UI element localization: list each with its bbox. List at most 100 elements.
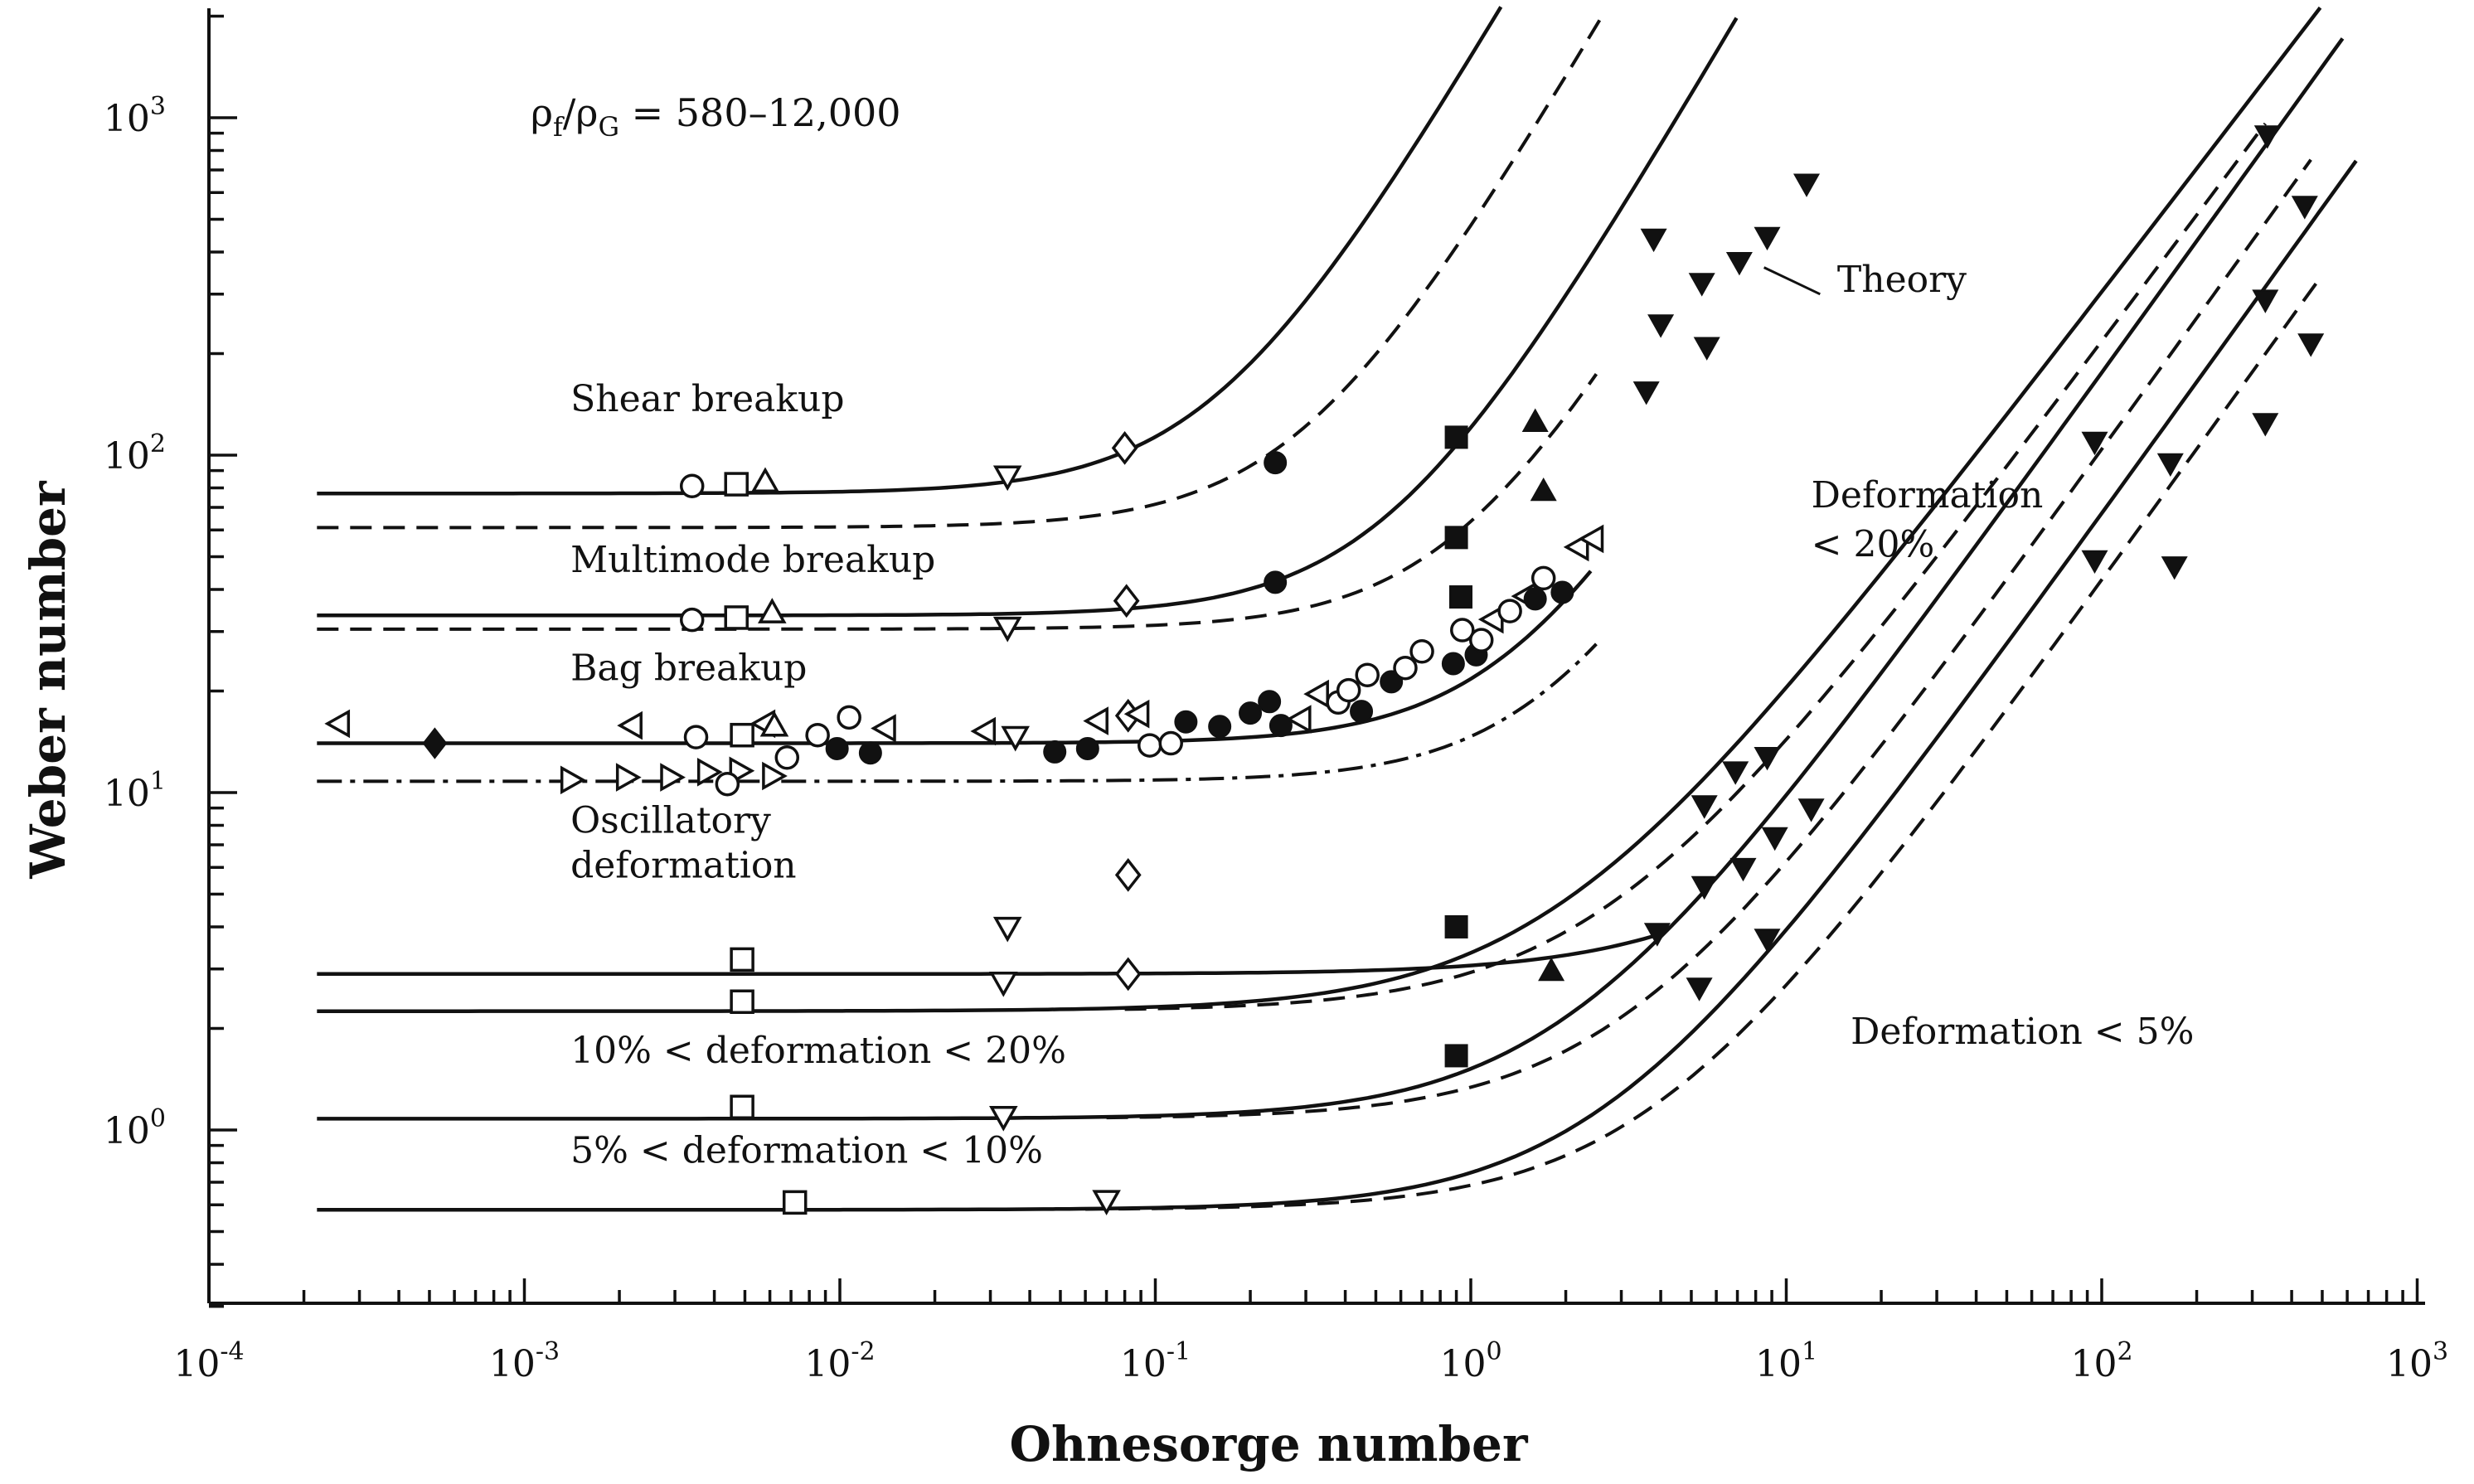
marker-circle-open: [1530, 565, 1556, 591]
marker-triangle-down-filled: [2291, 196, 2318, 220]
y-tick-label: 100: [104, 1104, 166, 1152]
marker-triangle-down-filled: [2252, 413, 2279, 437]
x-tick-label-exponent: 3: [2433, 1337, 2448, 1366]
marker-triangle-down-filled: [1754, 929, 1781, 953]
marker-triangle-down-filled: [1693, 337, 1720, 361]
marker-triangle-up-filled: [1538, 957, 1565, 982]
marker-triangle-down-filled: [1688, 273, 1715, 297]
marker-triangle-down-filled: [2081, 431, 2108, 456]
axes-group: [207, 8, 2425, 1305]
marker-triangle-right-open: [660, 763, 686, 792]
marker-triangle-down-filled: [1632, 381, 1660, 405]
density-ratio-rho-f: ρ: [531, 90, 553, 135]
density-ratio-sub-f: f: [553, 111, 565, 143]
marker-triangle-down-open: [992, 465, 1022, 492]
marker-triangle-down-filled: [1640, 228, 1667, 253]
y-axis-title: Weber number: [20, 480, 76, 880]
marker-triangle-down-filled: [2161, 556, 2188, 580]
marker-circle-filled: [1269, 714, 1293, 738]
y-tick-label: 101: [104, 767, 166, 815]
x-tick-label: 10-1: [1120, 1337, 1191, 1385]
markers-group: [324, 125, 2325, 1215]
marker-triangle-left-open: [324, 709, 351, 739]
region-label-def20b: < 20%: [1812, 524, 1935, 566]
marker-diamond-open: [1113, 584, 1140, 618]
marker-circle-open: [1450, 618, 1475, 643]
marker-square-filled: [1444, 425, 1468, 449]
marker-circle-open: [1138, 733, 1162, 758]
marker-triangle-down-open: [992, 916, 1022, 943]
marker-circle-filled: [1258, 690, 1282, 714]
marker-circle-filled: [1208, 715, 1232, 739]
x-tick-label: 103: [2386, 1337, 2448, 1385]
x-tick-label-base: 10: [173, 1343, 220, 1385]
marker-triangle-right-open: [615, 763, 642, 792]
region-label-def510: 5% < deformation < 10%: [570, 1129, 1043, 1171]
x-tick-label-base: 10: [489, 1343, 536, 1385]
marker-triangle-down-filled: [1761, 827, 1788, 851]
density-ratio-label: ρf/ρG = 580–12,000: [531, 90, 901, 143]
marker-square-open: [730, 1094, 754, 1119]
marker-circle-filled: [1174, 710, 1198, 734]
marker-square-filled: [1444, 914, 1468, 938]
x-tick-label: 10-3: [489, 1337, 560, 1385]
marker-triangle-down-open: [1001, 725, 1030, 752]
marker-triangle-down-filled: [1729, 857, 1757, 882]
marker-triangle-down-open: [989, 1106, 1018, 1132]
curve-multimode-dashed: [317, 373, 1598, 631]
x-axis-title: Ohnesorge number: [1009, 1416, 1528, 1472]
marker-triangle-down-filled: [1797, 798, 1825, 822]
curve-bag-dashdot: [317, 643, 1598, 783]
marker-triangle-left-open: [970, 716, 997, 746]
marker-square-open: [730, 989, 754, 1015]
x-tick-label-base: 10: [1439, 1343, 1486, 1385]
region-label-def5: Deformation < 5%: [1851, 1011, 2194, 1053]
marker-circle-open: [837, 705, 861, 730]
marker-circle-open: [679, 607, 705, 633]
marker-triangle-left-open: [617, 710, 643, 740]
marker-circle-filled: [1523, 587, 1547, 611]
marker-triangle-left-open: [1563, 532, 1589, 562]
curves-group: [317, 6, 2358, 1212]
marker-triangle-left-open: [1285, 705, 1312, 734]
x-tick-label: 101: [1755, 1337, 1817, 1385]
marker-triangle-down-filled: [1792, 173, 1821, 197]
marker-triangle-up-open: [758, 598, 787, 623]
region-labels-group: Shear breakup Multimode breakup Bag breaku…: [570, 259, 2194, 1172]
region-label-shear: Shear breakup: [570, 378, 844, 420]
marker-triangle-down-filled: [2156, 453, 2184, 478]
marker-circle-open: [1355, 662, 1380, 687]
marker-diamond-open: [1114, 857, 1142, 892]
y-tick-label-base: 10: [104, 435, 150, 478]
marker-triangle-right-open: [560, 765, 586, 795]
marker-circle-filled: [1264, 570, 1288, 594]
region-label-theory: Theory: [1837, 259, 1967, 301]
marker-square-open: [730, 722, 754, 748]
marker-square-filled: [1444, 1044, 1468, 1068]
marker-triangle-down-filled: [1643, 923, 1671, 947]
region-label-def1020: 10% < deformation < 20%: [570, 1030, 1066, 1072]
marker-triangle-down-filled: [1686, 977, 1713, 1001]
y-tick-label-exponent: 3: [150, 92, 166, 121]
region-label-osc1: Oscillatory: [570, 800, 771, 842]
marker-circle-open: [679, 473, 705, 498]
curve-def1020-dashed: [1106, 158, 2312, 1120]
marker-triangle-down-open: [1092, 1190, 1121, 1215]
marker-triangle-down-open: [992, 616, 1022, 643]
curve-bag-solid: [317, 570, 1593, 745]
marker-square-filled: [1444, 526, 1468, 550]
marker-triangle-down-filled: [1647, 314, 1675, 338]
x-tick-label-exponent: -2: [851, 1337, 875, 1366]
marker-triangle-down-filled: [2297, 333, 2325, 357]
marker-circle-filled: [1239, 701, 1263, 725]
region-label-osc2: deformation: [570, 844, 797, 886]
y-tick-label: 103: [104, 92, 166, 140]
marker-circle-filled: [1043, 740, 1067, 764]
x-tick-label-exponent: 2: [2117, 1337, 2132, 1366]
y-tick-label-exponent: 1: [150, 767, 166, 796]
marker-diamond-filled: [422, 727, 448, 759]
curve-osc-lower-solid: [317, 6, 2322, 1013]
marker-circle-filled: [825, 736, 849, 760]
marker-triangle-down-filled: [1691, 875, 1718, 900]
